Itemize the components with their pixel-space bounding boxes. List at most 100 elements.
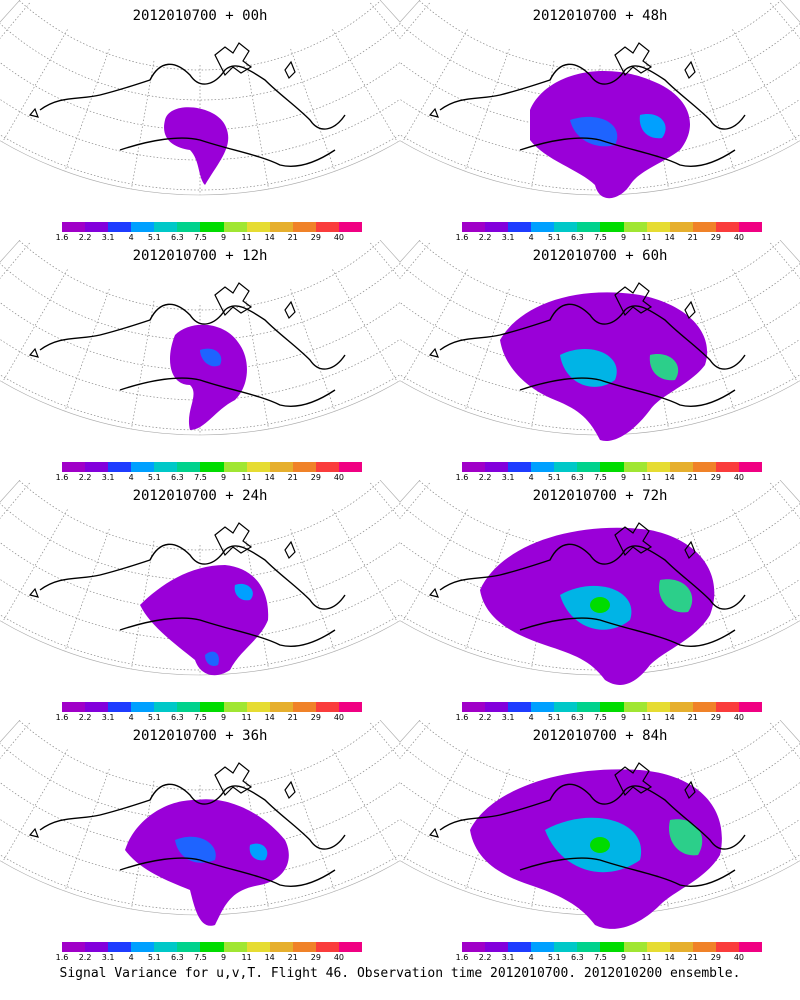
variance-region bbox=[170, 324, 247, 430]
arctic-islands bbox=[28, 282, 296, 358]
variance-core bbox=[560, 349, 617, 387]
arctic-islands bbox=[28, 762, 296, 838]
colorbar-tick-label: 1.6 bbox=[55, 713, 69, 722]
colorbar-tick-label: 6.3 bbox=[571, 473, 584, 482]
graticule bbox=[0, 720, 400, 915]
colorbar-swatch bbox=[292, 462, 316, 472]
colorbar: 1.6 2.2 3.1 4 5.1 6.3 7.5 9 11 14 21 29 40 bbox=[456, 462, 763, 482]
colorbar-swatch bbox=[292, 942, 316, 952]
colorbar-swatch bbox=[315, 462, 339, 472]
colorbar-tick-label: 9 bbox=[620, 713, 627, 722]
panel-title: 2012010700 + 60h bbox=[532, 248, 668, 264]
colorbar-swatch bbox=[531, 702, 555, 712]
colorbar-tick-label: 3.1 bbox=[101, 713, 115, 722]
colorbar-swatch bbox=[669, 942, 693, 952]
variance-map bbox=[0, 240, 400, 436]
forecast-panel: 2012010700 + 36h 1.6 2.2 3.1 4 5.1 6.3 7.5 9 11 14… bbox=[0, 720, 400, 962]
forecast-panel: 2012010700 + 84h 1.6 2.2 3.1 4 5.1 6.3 7.5 9 11 14… bbox=[400, 720, 800, 962]
colorbar-tick-label: 11 bbox=[641, 473, 652, 482]
colorbar-swatch bbox=[85, 222, 109, 232]
colorbar-swatch bbox=[154, 942, 178, 952]
colorbar-tick-label: 3.1 bbox=[101, 473, 115, 482]
arctic-islands bbox=[428, 522, 696, 598]
colorbar-tick-label: 2.2 bbox=[478, 713, 492, 722]
colorbar-tick-label: 14 bbox=[264, 473, 275, 482]
colorbar-tick-label: 3.1 bbox=[501, 473, 515, 482]
figure-caption: Signal Variance for u,v,T. Flight 46. Ob… bbox=[59, 966, 741, 981]
colorbar: 1.6 2.2 3.1 4 5.1 6.3 7.5 9 11 14 21 29 40 bbox=[56, 942, 363, 962]
colorbar-swatch bbox=[85, 942, 109, 952]
colorbar-tick-label: 21 bbox=[287, 713, 298, 722]
colorbar-tick-label: 9 bbox=[220, 713, 227, 722]
colorbar-tick-label: 7.5 bbox=[594, 953, 607, 962]
colorbar-tick-label: 6.3 bbox=[171, 233, 184, 242]
colorbar-tick-label: 40 bbox=[733, 233, 745, 242]
colorbar-tick-label: 40 bbox=[733, 953, 745, 962]
colorbar-swatch bbox=[246, 702, 270, 712]
forecast-panel: 2012010700 + 60h 1.6 2.2 3.1 4 5.1 6.3 7.5 9 11 14… bbox=[400, 240, 800, 482]
colorbar-tick-label: 6.3 bbox=[571, 713, 584, 722]
variance-map bbox=[400, 480, 800, 685]
forecast-panel: 2012010700 + 72h 1.6 2.2 3.1 4 5.1 6.3 7.5 9 11 14… bbox=[400, 480, 800, 722]
variance-core bbox=[639, 114, 666, 139]
colorbar-tick-label: 40 bbox=[333, 713, 345, 722]
colorbar-swatch bbox=[246, 462, 270, 472]
colorbar-swatch bbox=[223, 462, 247, 472]
arctic-islands bbox=[28, 522, 296, 598]
colorbar-tick-label: 11 bbox=[641, 233, 652, 242]
colorbar-tick-label: 2.2 bbox=[478, 233, 492, 242]
colorbar-swatch bbox=[108, 942, 132, 952]
colorbar-swatch bbox=[485, 222, 509, 232]
colorbar-tick-label: 5.1 bbox=[147, 953, 161, 962]
colorbar: 1.6 2.2 3.1 4 5.1 6.3 7.5 9 11 14 21 29 40 bbox=[456, 222, 763, 242]
variance-map bbox=[0, 720, 400, 926]
variance-core bbox=[659, 579, 693, 613]
colorbar-swatch bbox=[315, 942, 339, 952]
variance-core bbox=[234, 583, 253, 601]
colorbar-swatch bbox=[485, 702, 509, 712]
colorbar-tick-label: 11 bbox=[641, 953, 652, 962]
panel-title: 2012010700 + 48h bbox=[532, 8, 668, 24]
colorbar-swatch bbox=[623, 702, 647, 712]
colorbar-swatch bbox=[315, 702, 339, 712]
variance-core bbox=[570, 116, 618, 147]
colorbar-swatch bbox=[738, 222, 763, 232]
colorbar-swatch bbox=[200, 222, 224, 232]
colorbar-tick-label: 40 bbox=[333, 473, 345, 482]
colorbar-swatch bbox=[646, 462, 670, 472]
panel-title: 2012010700 + 36h bbox=[132, 728, 268, 744]
colorbar-tick-label: 1.6 bbox=[455, 713, 469, 722]
colorbar-tick-label: 1.6 bbox=[55, 233, 69, 242]
colorbar-tick-label: 1.6 bbox=[455, 473, 469, 482]
colorbar-tick-label: 9 bbox=[620, 953, 627, 962]
coastline bbox=[439, 543, 746, 647]
colorbar-swatch bbox=[292, 222, 316, 232]
colorbar-tick-label: 29 bbox=[710, 713, 721, 722]
colorbar-swatch bbox=[200, 462, 224, 472]
colorbar-tick-label: 29 bbox=[310, 473, 321, 482]
variance-core bbox=[669, 819, 703, 856]
colorbar-tick-label: 7.5 bbox=[594, 473, 607, 482]
colorbar-tick-label: 1.6 bbox=[55, 473, 69, 482]
colorbar-swatch bbox=[715, 222, 739, 232]
colorbar-tick-label: 7.5 bbox=[194, 473, 207, 482]
colorbar-swatch bbox=[85, 462, 109, 472]
colorbar-swatch bbox=[154, 462, 178, 472]
variance-map bbox=[0, 0, 400, 196]
colorbar-tick-label: 21 bbox=[287, 233, 298, 242]
colorbar-swatch bbox=[508, 942, 532, 952]
colorbar-tick-label: 4 bbox=[528, 713, 534, 722]
coastline bbox=[39, 543, 346, 647]
colorbar-tick-label: 21 bbox=[687, 953, 698, 962]
coastline bbox=[439, 783, 746, 887]
colorbar-swatch bbox=[508, 702, 532, 712]
colorbar-tick-label: 7.5 bbox=[194, 953, 207, 962]
coastline bbox=[39, 783, 346, 887]
forecast-panel: 2012010700 + 24h 1.6 2.2 3.1 4 5.1 6.3 7.5 9 11 14… bbox=[0, 480, 400, 722]
colorbar-swatch bbox=[462, 702, 486, 712]
colorbar-swatch bbox=[338, 942, 363, 952]
colorbar-swatch bbox=[692, 942, 716, 952]
colorbar-swatch bbox=[577, 702, 601, 712]
colorbar-swatch bbox=[200, 942, 224, 952]
coastline bbox=[439, 63, 746, 167]
